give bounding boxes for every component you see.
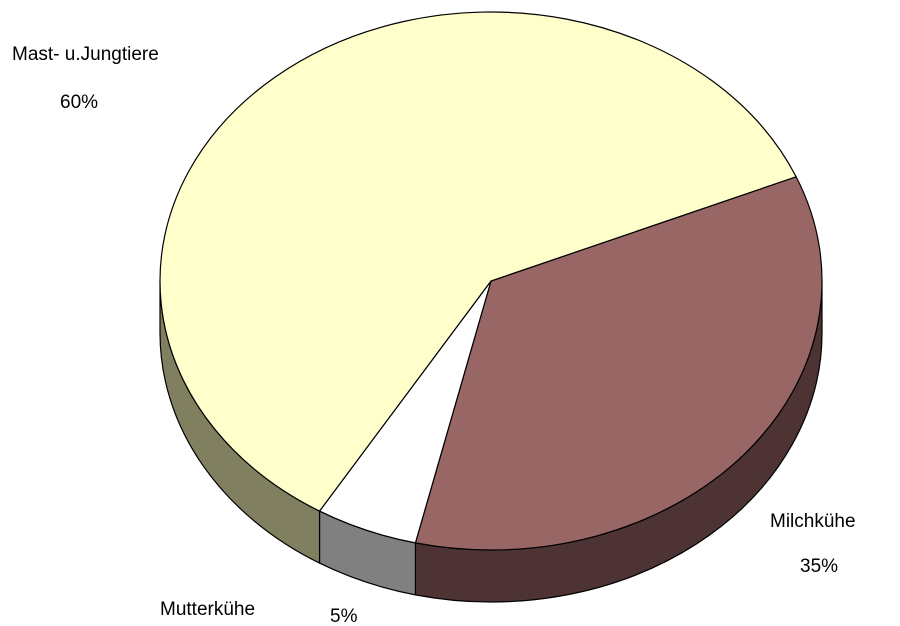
- value-label: 35%: [800, 556, 838, 577]
- value-label: 5%: [330, 606, 358, 626]
- value-label: 60%: [60, 92, 98, 113]
- slice: [159, 11, 797, 512]
- slice-label: Mutterkühe: [160, 599, 255, 620]
- slice-label: Mast- u.Jungtiere: [12, 44, 159, 65]
- slice: [414, 176, 823, 551]
- slice-label: Milchkühe: [770, 511, 856, 532]
